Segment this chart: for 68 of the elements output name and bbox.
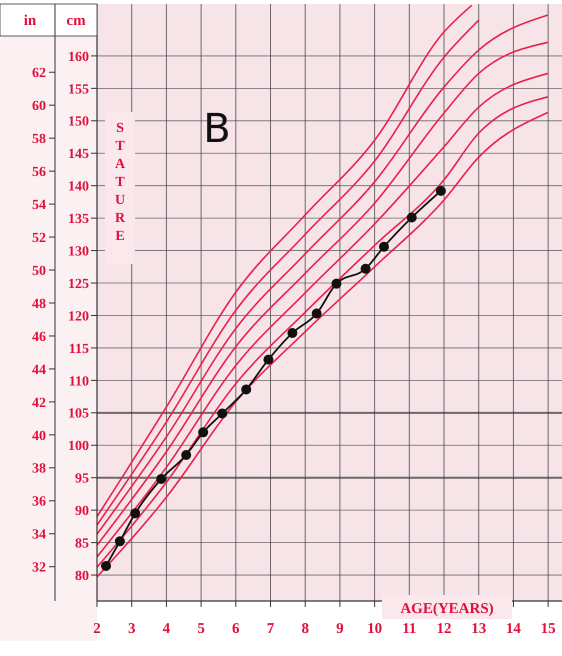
x-tick-label: 13 [471, 621, 486, 637]
y-tick-label: 125 [68, 276, 89, 292]
y-tick-label: 85 [75, 536, 89, 552]
y-tick-label: 95 [75, 472, 89, 487]
x-tick-label: 10 [367, 621, 382, 637]
y-tick-label: 115 [68, 342, 89, 357]
annotation: STATURE [114, 121, 126, 244]
y-tick-label: 140 [68, 180, 89, 195]
y-tick-label: 110 [68, 374, 89, 390]
point [378, 242, 389, 252]
x-tick-label: 6 [232, 621, 240, 637]
x-tick-label: 5 [197, 621, 205, 637]
point [217, 408, 228, 418]
point [312, 308, 322, 319]
y-tick-label: 135 [68, 212, 89, 228]
y-axis-title: cm [66, 13, 86, 29]
y2-tick-label: 40 [32, 428, 46, 444]
y2-tick-label: 46 [32, 330, 46, 345]
x-tick-label: 4 [162, 621, 171, 637]
y-tick-label: 100 [68, 439, 89, 454]
point [241, 384, 252, 394]
point [331, 278, 342, 289]
point [198, 427, 208, 438]
x-axis-title: AGE(YEARS) [400, 601, 494, 617]
y2-tick-label: 58 [32, 132, 46, 148]
y2-tick-label: 52 [32, 230, 46, 246]
text: B [203, 106, 231, 152]
y2-tick-label: 38 [32, 462, 46, 477]
x-tick-label: 9 [336, 621, 344, 637]
x-tick-label: 11 [402, 621, 416, 637]
point [360, 264, 371, 274]
y2-tick-label: 32 [32, 560, 46, 576]
y-tick-label: 145 [68, 147, 89, 162]
y2-tick-label: 48 [32, 296, 46, 312]
point [130, 508, 140, 518]
y2-tick-label: 34 [32, 528, 46, 543]
y2-tick-label: 50 [32, 264, 46, 279]
point [156, 474, 166, 484]
y2-tick-label: 42 [32, 396, 46, 411]
point [287, 328, 298, 338]
y2-tick-label: 56 [32, 165, 46, 180]
x-tick-label: 8 [301, 621, 309, 637]
x-tick-label: 14 [506, 621, 522, 637]
point [263, 354, 274, 365]
point [101, 560, 112, 571]
y2-tick-label: 36 [32, 494, 46, 510]
x-tick-label: 15 [540, 621, 556, 637]
point [181, 450, 192, 460]
x-tick-label: 12 [436, 621, 452, 637]
y2-tick-label: 54 [32, 198, 46, 213]
y-tick-label: 130 [68, 244, 89, 260]
y2-tick-label: 62 [32, 66, 46, 82]
point [436, 186, 446, 196]
y-tick-label: 160 [68, 50, 89, 65]
x-tick-label: 3 [128, 621, 136, 637]
y-tick-label: 105 [68, 406, 89, 422]
point [406, 212, 417, 222]
y-tick-label: 80 [75, 568, 89, 584]
y2-axis-title: in [24, 13, 37, 29]
x-tick-label: 2 [93, 621, 101, 637]
y-tick-label: 120 [68, 309, 89, 324]
x-tick-label: 7 [266, 621, 275, 637]
y2-tick-label: 44 [32, 362, 46, 378]
y-tick-label: 150 [68, 114, 89, 130]
y2-tick-label: 60 [32, 99, 46, 114]
y-tick-label: 155 [68, 82, 89, 98]
point [114, 536, 125, 546]
y-tick-label: 90 [75, 504, 89, 520]
